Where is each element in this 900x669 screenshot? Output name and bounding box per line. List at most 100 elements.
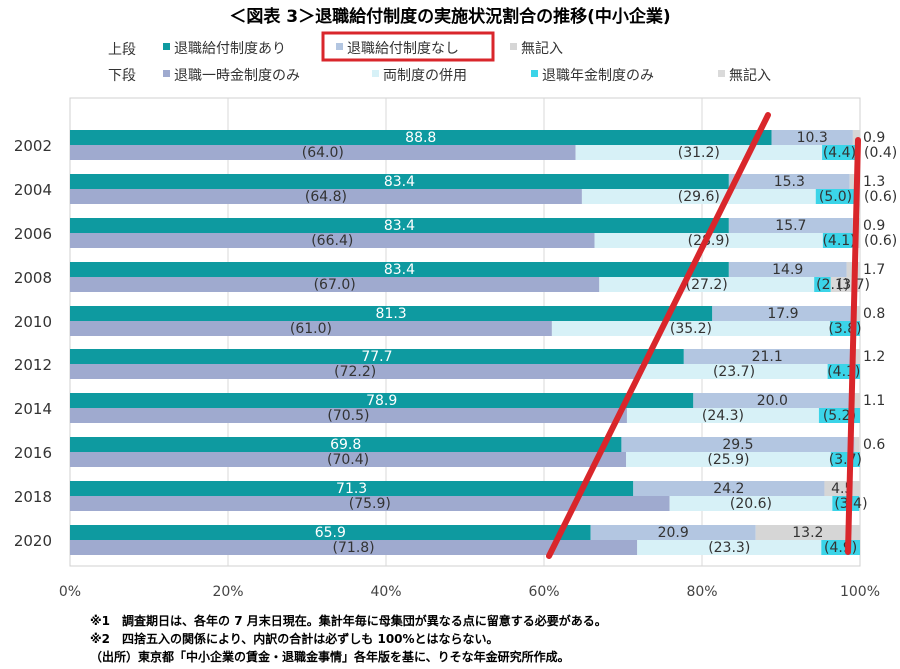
legend-item-lower: 無記入 <box>729 67 771 84</box>
data-label-lower: (75.9) <box>349 496 391 512</box>
year-label: 2016 <box>14 444 52 462</box>
data-label-lower: (4.1) <box>822 233 855 249</box>
data-label-upper: 77.7 <box>361 349 392 365</box>
data-label-upper: 1.7 <box>863 262 885 278</box>
bar-lower-both <box>581 189 816 204</box>
year-label: 2014 <box>14 400 52 418</box>
bar-upper-with-plan <box>70 218 729 233</box>
bar-upper-without-plan <box>728 218 853 233</box>
bar-lower-pension-only <box>822 233 856 248</box>
data-label-upper: 83.4 <box>384 218 415 234</box>
data-label-upper: 83.4 <box>384 262 415 278</box>
bar-upper-without-plan <box>728 262 847 277</box>
bar-lower-both <box>626 452 831 467</box>
data-labels: 88.8 10.3 0.9 (64.0) (31.2) (4.4) (0.4) 83.4 15.… <box>290 130 897 556</box>
legend-upper-heading: 上段 <box>108 42 136 58</box>
data-label-lower: (72.2) <box>334 364 376 380</box>
bar-upper-without-plan <box>712 306 854 321</box>
chart-title: ＜図表 3＞退職給付制度の実施状況割合の推移(中小企業) <box>229 6 670 27</box>
data-label-lower: (3.8) <box>828 321 861 337</box>
legend-item-lower: 退職一時金制度のみ <box>174 68 300 84</box>
bar-upper-with-plan <box>70 306 713 321</box>
bar-lower-lump-sum-only <box>70 233 595 248</box>
data-label-lower: (23.7) <box>713 364 755 380</box>
data-label-lower: (0.6) <box>864 233 897 249</box>
data-label-lower: (23.3) <box>708 540 750 556</box>
bar-lower-both <box>669 496 833 511</box>
bar-upper-with-plan <box>70 174 729 189</box>
bar-upper-unanswered <box>851 393 860 408</box>
bar-lower-lump-sum-only <box>70 277 600 292</box>
bar-lower-lump-sum-only <box>70 540 638 555</box>
data-label-upper: 0.9 <box>863 130 885 146</box>
data-label-lower: (70.5) <box>327 408 369 424</box>
x-tick-labels: 0% 20% 40% 60% 80% 100% <box>59 584 880 600</box>
bar-lower-both <box>626 408 819 423</box>
data-label-upper: 1.2 <box>863 349 885 365</box>
data-label-upper: 71.3 <box>336 481 367 497</box>
data-label-lower: (70.4) <box>327 452 369 468</box>
legend-item-lower: 両制度の併用 <box>383 68 467 84</box>
data-label-upper: 0.8 <box>863 306 885 322</box>
data-label-upper: 20.9 <box>658 525 689 541</box>
footnote-2: ※2 四捨五入の関係により、内訳の合計は必ずしも 100%とはならない。 <box>90 632 499 646</box>
data-label-lower: (35.2) <box>670 321 712 337</box>
data-label-lower: (5.0) <box>819 189 852 205</box>
data-label-upper: 17.9 <box>767 306 798 322</box>
bar-upper-without-plan <box>590 525 756 540</box>
x-tick-label: 80% <box>686 584 717 600</box>
legend-swatch <box>531 70 538 77</box>
bar-upper-with-plan <box>70 349 684 364</box>
bar-upper-unanswered <box>755 525 860 540</box>
data-label-upper: 78.9 <box>366 393 397 409</box>
year-label: 2006 <box>14 225 52 243</box>
data-label-upper: 10.3 <box>797 130 828 146</box>
data-label-lower: (31.2) <box>678 145 720 161</box>
data-label-upper: 24.2 <box>713 481 744 497</box>
x-tick-label: 100% <box>840 584 880 600</box>
x-tick-label: 20% <box>212 584 243 600</box>
data-label-lower: (71.8) <box>333 540 375 556</box>
legend-swatch <box>336 43 343 50</box>
year-label: 2002 <box>14 137 52 155</box>
bar-lower-pension-only <box>822 145 857 160</box>
bar-upper-with-plan <box>70 481 634 496</box>
data-label-lower: (64.8) <box>305 189 347 205</box>
year-label: 2018 <box>14 488 52 506</box>
data-label-lower: (25.9) <box>707 452 749 468</box>
bar-upper-unanswered <box>854 437 860 452</box>
legend-swatch <box>372 70 379 77</box>
bar-upper-with-plan <box>70 262 729 277</box>
data-label-lower: (4.9) <box>824 540 857 556</box>
data-label-upper: 1.3 <box>863 174 885 190</box>
bars <box>70 130 860 555</box>
bar-upper-without-plan <box>633 481 825 496</box>
bar-lower-lump-sum-only <box>70 452 627 467</box>
trend-line-right <box>845 137 861 555</box>
data-label-upper: 15.3 <box>774 174 805 190</box>
bar-lower-lump-sum-only <box>70 408 627 423</box>
footnote-source: （出所）東京都「中小企業の賃金・退職金事情」各年版を基に、りそな年金研究所作成。 <box>90 650 570 664</box>
data-label-lower: (29.6) <box>678 189 720 205</box>
year-label: 2020 <box>14 532 52 550</box>
data-label-upper: 81.3 <box>376 306 407 322</box>
data-label-upper: 13.2 <box>792 525 823 541</box>
bar-lower-both <box>640 364 828 379</box>
legend-swatch <box>163 70 170 77</box>
legend-swatch <box>718 70 725 77</box>
data-label-upper: 88.8 <box>405 130 436 146</box>
data-label-lower: (3.7) <box>829 452 862 468</box>
data-label-upper: 83.4 <box>384 174 415 190</box>
data-label-upper: 0.9 <box>863 218 885 234</box>
bar-upper-without-plan <box>693 393 852 408</box>
bar-lower-lump-sum-only <box>70 364 641 379</box>
legend-item-lower: 退職年金制度のみ <box>542 68 654 84</box>
bar-lower-pension-only <box>814 277 831 292</box>
legend-item-upper: 無記入 <box>521 40 563 57</box>
year-label: 2012 <box>14 356 52 374</box>
bar-lower-both <box>551 321 830 336</box>
footnote-1: ※1 調査期日は、各年の 7 月末日現在。集計年毎に母集団が異なる点に留意する必… <box>90 614 607 628</box>
year-label: 2008 <box>14 269 52 287</box>
data-label-lower: (0.6) <box>864 189 897 205</box>
